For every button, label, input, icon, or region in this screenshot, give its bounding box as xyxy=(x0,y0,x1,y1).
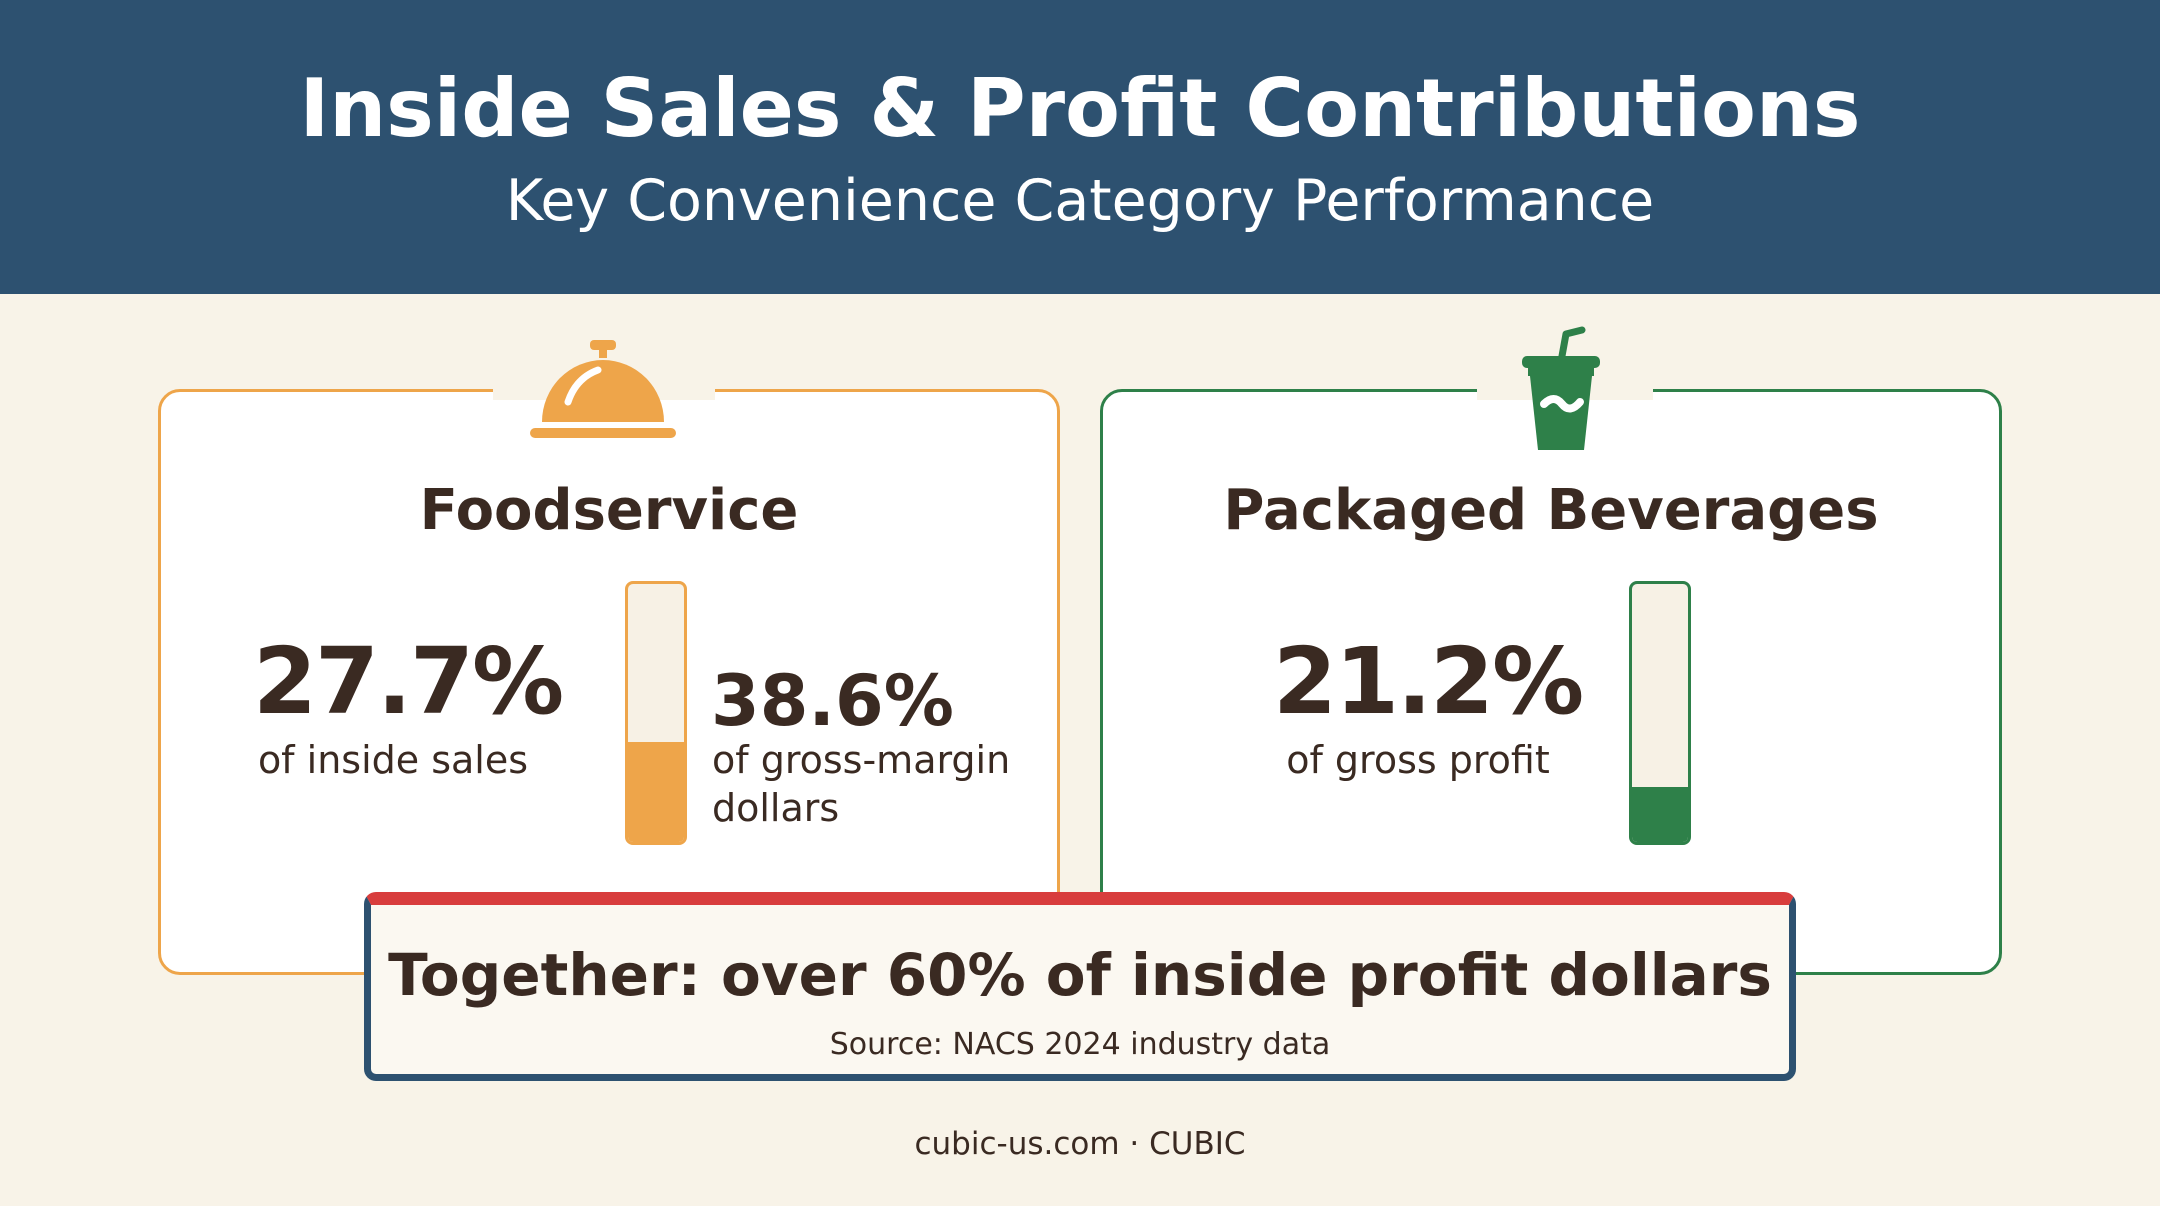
source-note: Source: NACS 2024 industry data xyxy=(829,1027,1331,1062)
foodservice-margin-label-line1: of gross-margin xyxy=(712,738,1011,782)
foodservice-gauge-fill xyxy=(628,742,684,842)
summary-headline: Together: over 60% of inside profit doll… xyxy=(388,941,1772,1009)
foodservice-margin-value: 38.6% xyxy=(711,660,954,742)
beverages-profit-label: of gross profit xyxy=(1286,738,1550,782)
drink-cup-icon xyxy=(1522,326,1600,450)
summary-banner: Together: over 60% of inside profit doll… xyxy=(364,892,1796,1081)
beverages-gauge xyxy=(1629,581,1691,845)
foodservice-card: Foodservice 27.7% of inside sales 38.6% … xyxy=(158,384,1060,975)
packaged-beverages-card: Packaged Beverages 21.2% of gross profit xyxy=(1100,384,2002,975)
page-title: Inside Sales & Profit Contributions xyxy=(299,62,1861,155)
beverages-gauge-fill xyxy=(1632,787,1688,842)
page-subtitle: Key Convenience Category Performance xyxy=(505,168,1655,234)
beverages-title: Packaged Beverages xyxy=(1223,478,1879,543)
header-banner: Inside Sales & Profit Contributions Key … xyxy=(0,0,2160,294)
cloche-icon xyxy=(530,340,676,438)
footer-credit: cubic-us.com · CUBIC xyxy=(914,1126,1246,1162)
foodservice-margin-label-line2: dollars xyxy=(712,786,840,830)
foodservice-sales-label: of inside sales xyxy=(257,738,529,782)
foodservice-gauge xyxy=(625,581,687,845)
foodservice-title: Foodservice xyxy=(419,478,799,543)
foodservice-sales-value: 27.7% xyxy=(253,628,564,735)
beverages-profit-value: 21.2% xyxy=(1273,628,1584,735)
